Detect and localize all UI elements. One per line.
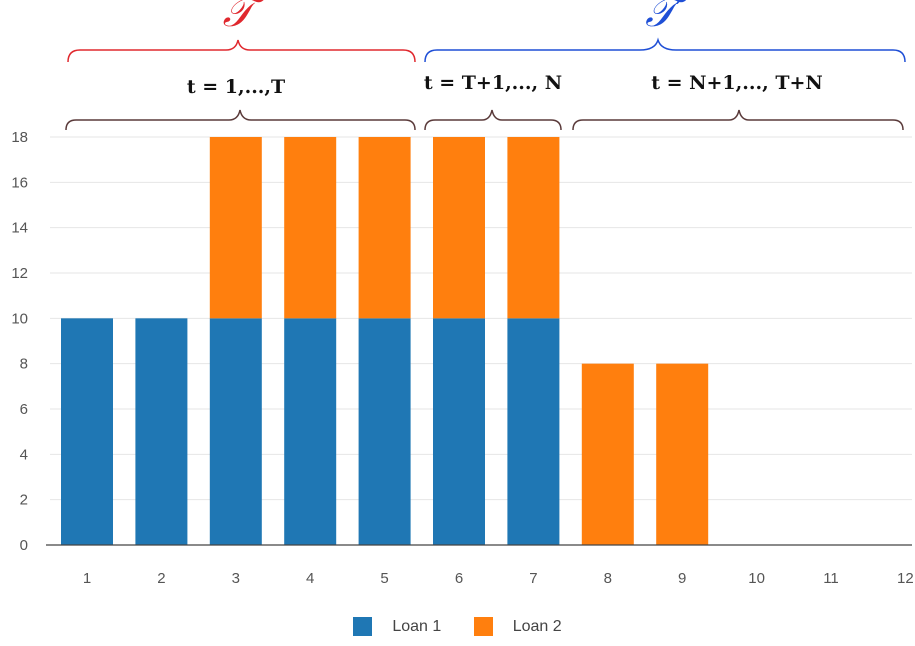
- x-tick-label: 5: [380, 570, 388, 587]
- x-tick-label: 1: [83, 570, 91, 587]
- legend-label-loan1: Loan 1: [392, 617, 442, 635]
- y-tick-label: 0: [20, 537, 28, 554]
- brace-range-3: [572, 109, 904, 131]
- set-T-label: 𝒯: [223, 0, 266, 36]
- y-tick-label: 6: [20, 401, 28, 418]
- bar-loan-1-7: [507, 318, 560, 545]
- x-tick-label: 6: [455, 570, 463, 587]
- legend-item-loan2[interactable]: Loan 2: [473, 617, 562, 636]
- x-tick-label: 3: [232, 570, 240, 587]
- x-tick-label: 12: [897, 570, 914, 587]
- x-tick-label: 10: [748, 570, 765, 587]
- bar-loan-2-3: [209, 137, 262, 319]
- bar-loan-2-4: [284, 137, 337, 319]
- bar-loan-1-6: [433, 318, 485, 545]
- legend-item-loan1[interactable]: Loan 1: [353, 617, 441, 636]
- bar-loan-1-5: [358, 318, 411, 545]
- y-tick-label: 18: [11, 129, 28, 146]
- bar-loan-1-4: [284, 318, 337, 545]
- legend: Loan 1 Loan 2: [0, 617, 915, 641]
- brace-range-2: [424, 109, 562, 131]
- brace-set-T: [67, 39, 416, 63]
- y-tick-label: 4: [20, 446, 28, 463]
- bar-loan-2-6: [433, 137, 485, 319]
- range-2-label: t = T+1,..., N: [424, 72, 562, 94]
- range-1-label: t = 1,...,T: [187, 76, 285, 98]
- bar-loan-2-8: [581, 363, 634, 545]
- brace-set-T-prime: [424, 37, 906, 63]
- y-tick-label: 12: [11, 265, 28, 282]
- y-tick-label: 14: [11, 220, 28, 237]
- bar-loan-2-7: [507, 137, 560, 319]
- range-3-label: t = N+1,..., T+N: [651, 72, 823, 94]
- set-T-prime-label: 𝒯′: [645, 0, 688, 36]
- x-tick-label: 9: [678, 570, 686, 587]
- bar-loan-1-3: [209, 318, 262, 545]
- y-tick-label: 8: [20, 356, 28, 373]
- y-axis-ticks: 0 2 4 6 8 10 12 14 16 18: [11, 129, 28, 554]
- y-tick-label: 16: [11, 174, 28, 191]
- legend-swatch-loan1: [353, 617, 373, 636]
- x-tick-label: 2: [157, 570, 165, 587]
- y-tick-label: 10: [11, 310, 28, 327]
- x-axis-ticks: 1 2 3 4 5 6 7 8 9 10 11 12: [83, 570, 914, 587]
- x-tick-label: 11: [823, 570, 839, 587]
- bars: [61, 137, 709, 545]
- brace-range-1: [65, 109, 416, 131]
- bar-loan-2-9: [656, 363, 709, 545]
- x-tick-label: 4: [306, 570, 314, 587]
- legend-label-loan2: Loan 2: [512, 617, 562, 635]
- y-tick-label: 2: [20, 492, 28, 509]
- legend-swatch-loan2: [473, 617, 493, 636]
- bar-loan-2-5: [358, 137, 411, 319]
- x-tick-label: 7: [529, 570, 537, 587]
- bar-loan-1-1: [61, 318, 113, 545]
- bar-loan-1-2: [135, 318, 188, 545]
- x-tick-label: 8: [604, 570, 612, 587]
